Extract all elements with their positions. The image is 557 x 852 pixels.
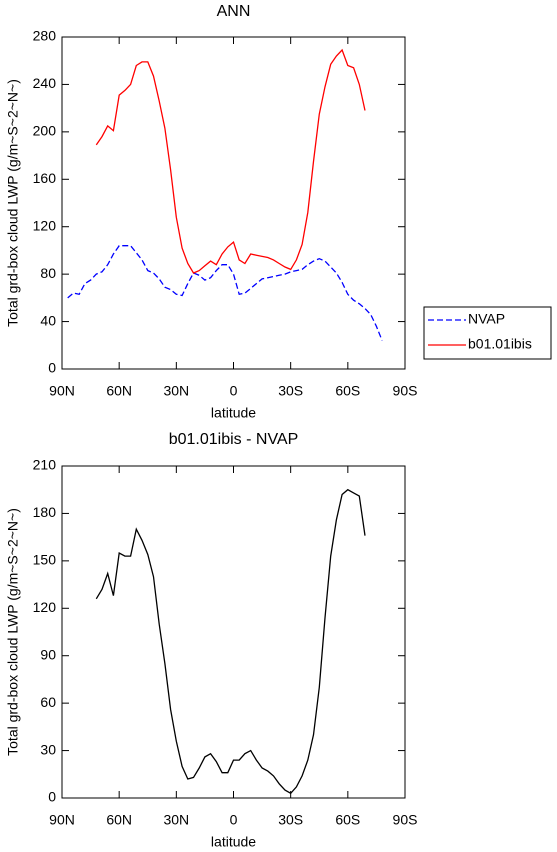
x-tick-label: 60N [106,383,132,399]
data-line [95,48,366,274]
y-tick-label: 210 [33,457,57,473]
x-tick-label: 60S [335,383,360,399]
chart-title: ANN [217,3,251,20]
y-tick-label: 80 [40,265,56,281]
plot-frame [61,36,406,370]
legend-label: b01.01ibis [468,336,532,352]
x-tick-label: 30S [278,383,303,399]
chart-title: b01.01ibis - NVAP [169,431,299,448]
y-tick-label: 240 [33,75,57,91]
y-tick-label: 30 [40,741,56,757]
x-tick-label: 30N [163,812,189,828]
y-axis-label: Total grd-box cloud LWP (g/m~S~2~N~) [5,79,21,327]
x-tick-label: 0 [230,383,238,399]
legend-box [423,306,552,360]
y-tick-label: 0 [48,789,56,805]
y-tick-label: 90 [40,646,56,662]
y-tick-label: 160 [33,170,57,186]
x-axis-label: latitude [211,834,256,850]
data-line [67,245,383,341]
x-tick-label: 90S [393,812,418,828]
x-tick-label: 90N [49,812,75,828]
y-tick-label: 150 [33,552,57,568]
x-tick-label: 30S [278,812,303,828]
y-tick-label: 200 [33,123,57,139]
x-tick-label: 60N [106,812,132,828]
y-axis-label: Total grd-box cloud LWP (g/m~S~2~N~) [5,508,21,756]
x-tick-label: 60S [335,812,360,828]
y-tick-label: 0 [48,360,56,376]
x-tick-label: 0 [230,812,238,828]
plot-frame [61,465,406,799]
x-tick-label: 90S [393,383,418,399]
y-tick-label: 60 [40,694,56,710]
x-tick-label: 90N [49,383,75,399]
y-tick-label: 180 [33,504,57,520]
y-tick-label: 280 [33,28,57,44]
data-line [95,488,366,795]
x-tick-label: 30N [163,383,189,399]
y-tick-label: 120 [33,217,57,233]
y-tick-label: 120 [33,599,57,615]
legend-label: NVAP [468,311,505,327]
y-tick-label: 40 [40,312,56,328]
x-axis-label: latitude [211,405,256,421]
